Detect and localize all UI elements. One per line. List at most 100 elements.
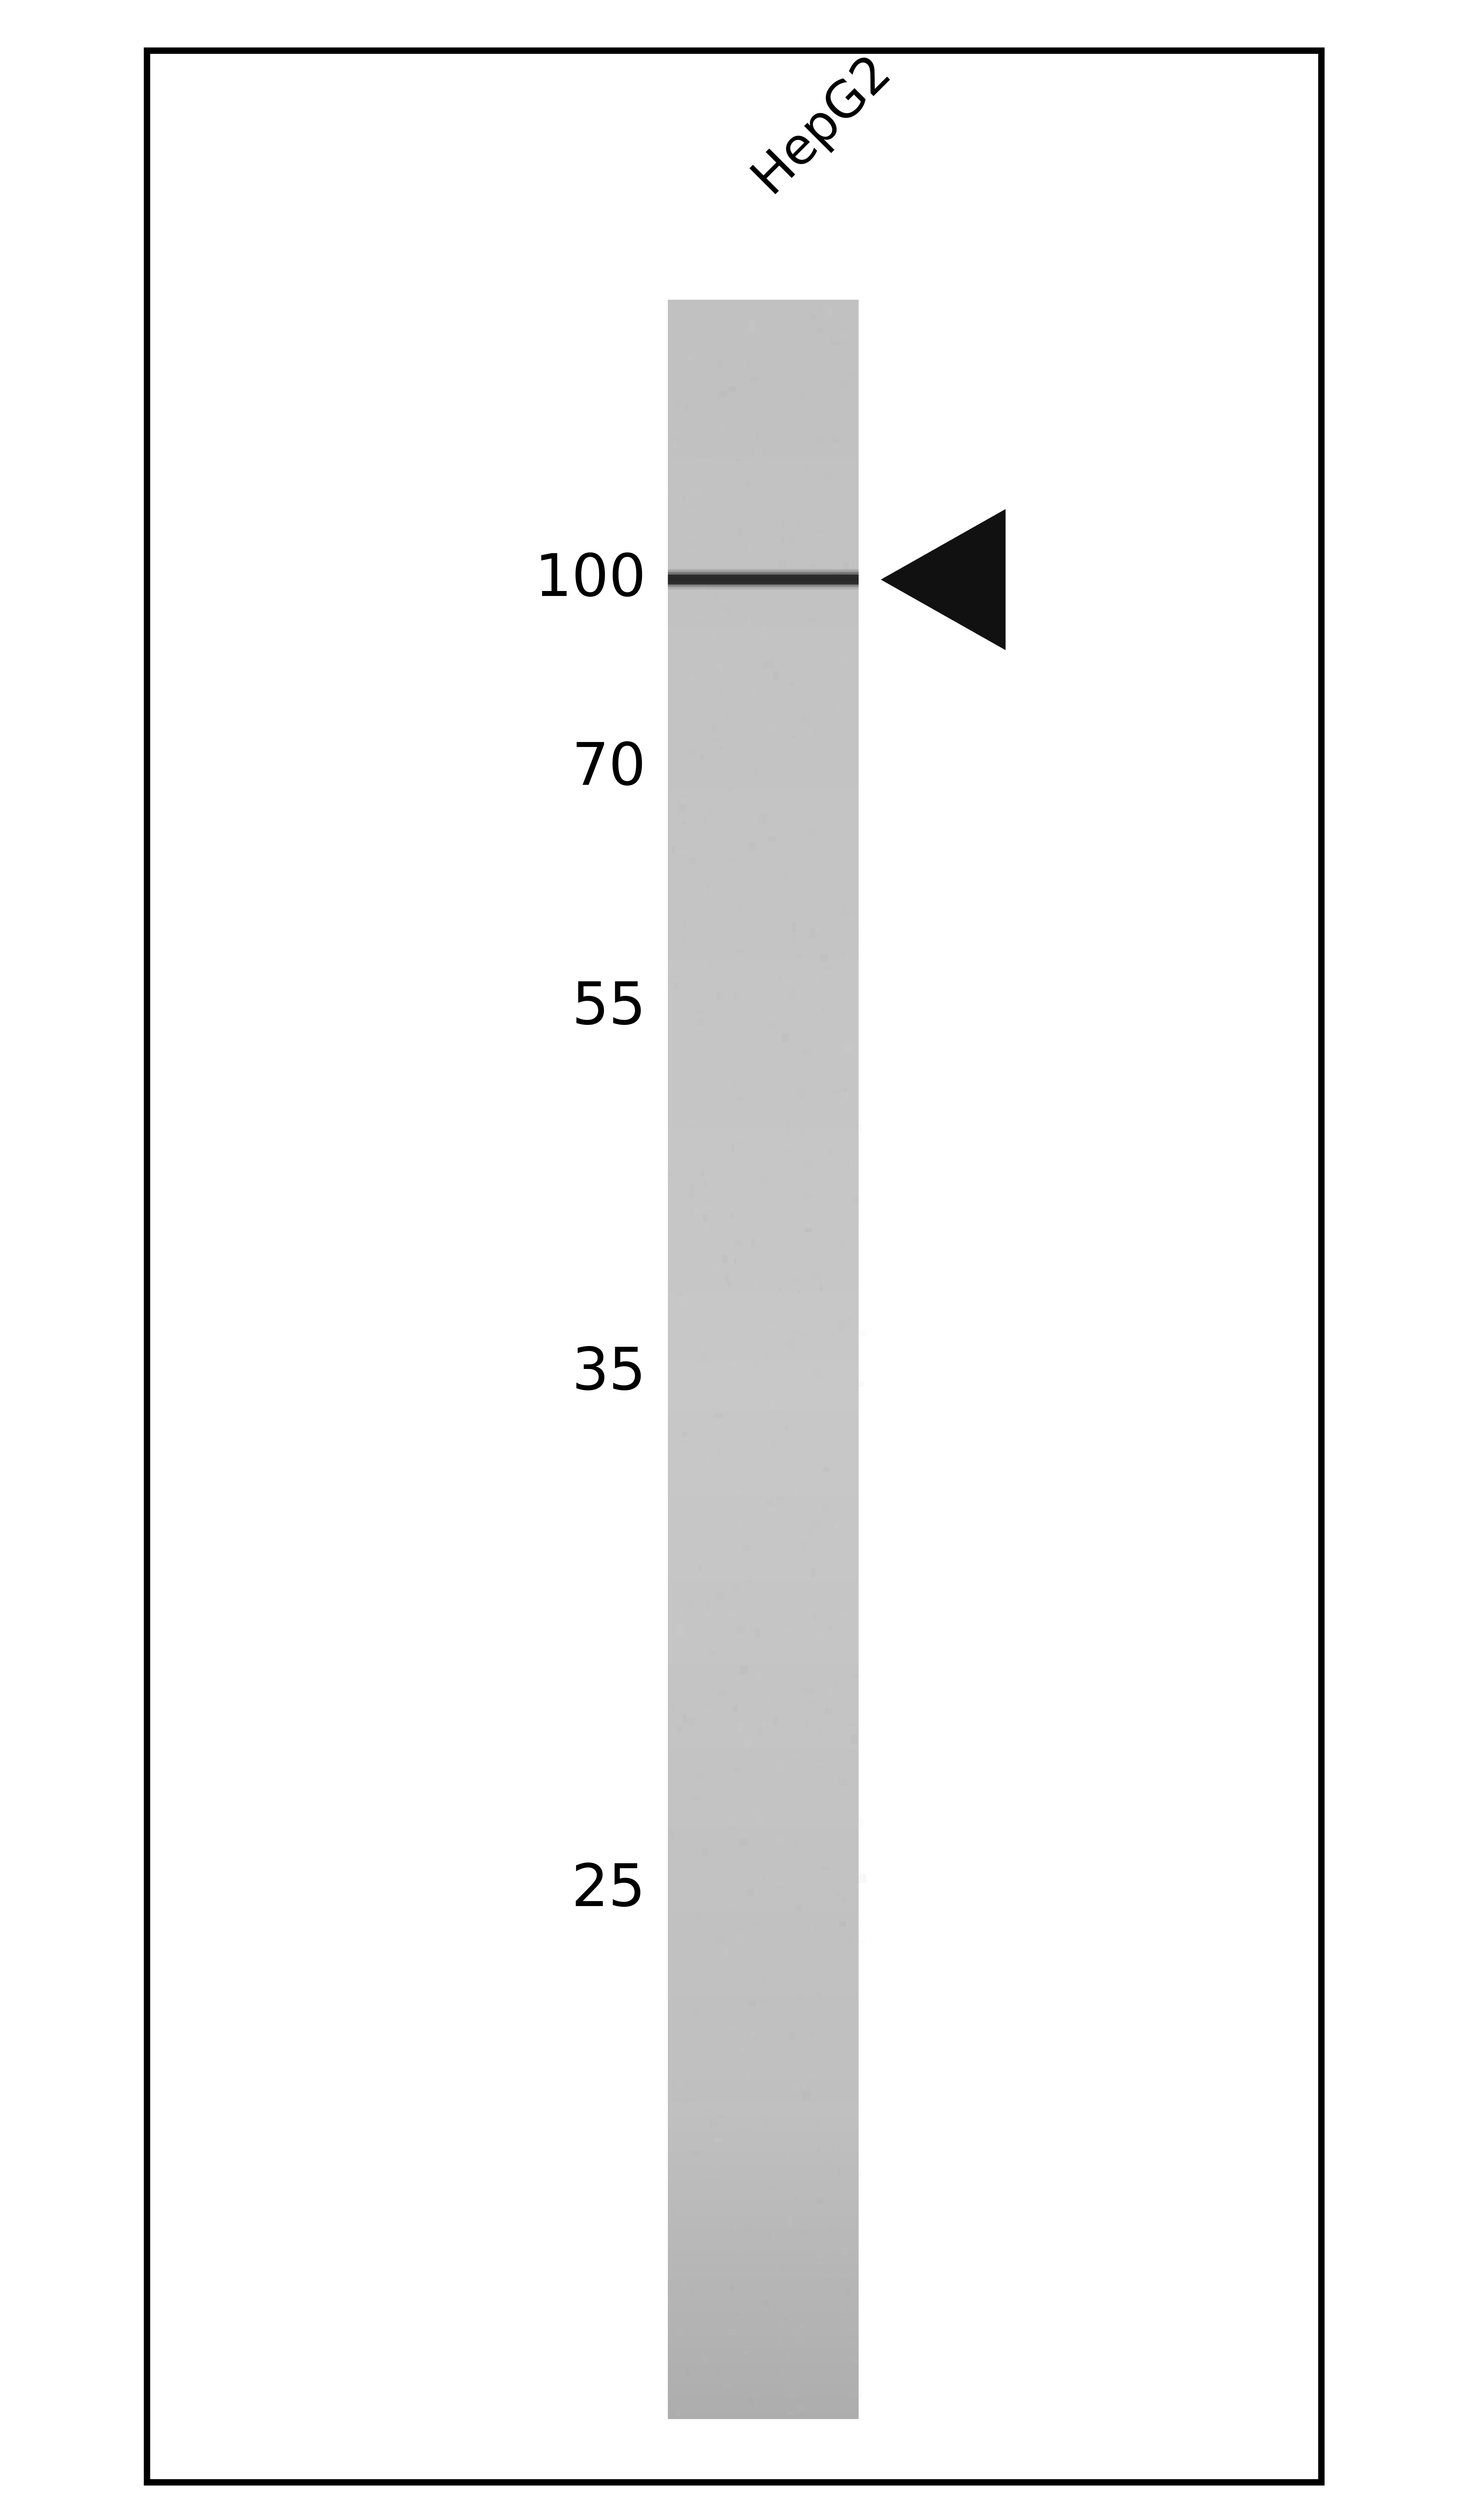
Bar bbox=[803, 2082, 804, 2092]
Bar bbox=[778, 2321, 784, 2326]
Bar bbox=[668, 335, 859, 345]
Bar bbox=[668, 978, 859, 988]
Bar bbox=[668, 1641, 859, 1651]
Bar bbox=[809, 572, 816, 577]
Bar bbox=[794, 1046, 799, 1048]
Bar bbox=[672, 847, 675, 854]
Bar bbox=[857, 1817, 863, 1827]
Bar bbox=[731, 1361, 737, 1368]
Bar bbox=[668, 2311, 859, 2321]
Bar bbox=[824, 1605, 826, 1610]
Bar bbox=[799, 1131, 804, 1139]
Bar bbox=[800, 2230, 806, 2235]
Bar bbox=[857, 1381, 863, 1386]
Text: HepG2: HepG2 bbox=[744, 45, 900, 202]
Bar bbox=[706, 1603, 711, 1610]
Bar bbox=[668, 1739, 859, 1749]
Bar bbox=[688, 1719, 694, 1726]
Bar bbox=[668, 527, 859, 534]
Bar bbox=[675, 1298, 683, 1305]
Bar bbox=[668, 1147, 859, 1157]
Bar bbox=[734, 1257, 735, 1265]
Bar bbox=[687, 1315, 690, 1318]
Bar bbox=[825, 2046, 831, 2049]
Bar bbox=[668, 1472, 859, 1482]
Bar bbox=[828, 504, 832, 509]
Bar bbox=[816, 2200, 822, 2205]
Bar bbox=[668, 625, 859, 635]
Bar bbox=[837, 1893, 840, 1895]
Bar bbox=[810, 927, 815, 937]
Bar bbox=[847, 1162, 849, 1169]
Bar bbox=[774, 2306, 778, 2313]
Bar bbox=[738, 1721, 743, 1731]
Bar bbox=[750, 690, 757, 698]
Bar bbox=[668, 1966, 859, 1976]
Bar bbox=[737, 1096, 743, 1101]
Bar bbox=[700, 1341, 705, 1348]
Bar bbox=[668, 2084, 859, 2094]
Bar bbox=[749, 320, 755, 330]
Bar bbox=[821, 1436, 824, 1444]
Bar bbox=[668, 1076, 859, 1086]
Bar bbox=[840, 1923, 846, 1928]
Bar bbox=[668, 1986, 859, 1996]
Bar bbox=[737, 2250, 740, 2253]
Bar bbox=[740, 1981, 744, 1988]
Bar bbox=[774, 1716, 778, 1726]
Bar bbox=[668, 1048, 859, 1058]
Bar bbox=[727, 859, 733, 862]
Bar bbox=[749, 2003, 756, 2008]
Bar bbox=[749, 842, 756, 852]
Bar bbox=[668, 703, 859, 711]
Bar bbox=[826, 1704, 828, 1711]
Bar bbox=[841, 2213, 850, 2220]
Bar bbox=[677, 1439, 684, 1444]
Bar bbox=[813, 721, 816, 728]
Bar bbox=[668, 950, 859, 958]
Bar bbox=[841, 2248, 849, 2255]
Bar bbox=[705, 816, 706, 824]
Bar bbox=[725, 1275, 730, 1285]
Bar bbox=[807, 1908, 815, 1910]
Bar bbox=[733, 1706, 737, 1714]
Bar bbox=[668, 1174, 859, 1184]
Bar bbox=[777, 1835, 784, 1842]
Bar bbox=[791, 935, 797, 945]
Bar bbox=[702, 1038, 706, 1046]
Bar bbox=[813, 1522, 819, 1527]
Bar bbox=[668, 562, 859, 570]
Bar bbox=[668, 461, 859, 471]
Bar bbox=[668, 1484, 859, 1494]
Bar bbox=[668, 590, 859, 600]
Bar bbox=[668, 1648, 859, 1658]
Bar bbox=[713, 1197, 716, 1202]
Bar bbox=[699, 323, 700, 328]
Bar bbox=[668, 814, 859, 824]
Bar bbox=[856, 1940, 865, 1943]
Bar bbox=[668, 1668, 859, 1678]
Bar bbox=[675, 401, 680, 411]
Bar bbox=[784, 2318, 788, 2321]
Bar bbox=[846, 1089, 849, 1099]
Bar bbox=[809, 1023, 818, 1028]
Bar bbox=[828, 307, 832, 318]
Bar bbox=[850, 1734, 857, 1744]
Bar bbox=[762, 1976, 766, 1986]
Bar bbox=[738, 1520, 741, 1527]
Bar bbox=[668, 1131, 859, 1142]
Bar bbox=[668, 2155, 859, 2165]
Bar bbox=[740, 905, 741, 910]
Bar bbox=[857, 1328, 866, 1336]
Bar bbox=[668, 328, 859, 338]
Bar bbox=[812, 1567, 815, 1578]
Bar bbox=[785, 1426, 788, 1431]
Bar bbox=[668, 927, 859, 937]
Bar bbox=[668, 1343, 859, 1353]
Bar bbox=[668, 970, 859, 980]
Bar bbox=[797, 2394, 804, 2402]
Bar bbox=[688, 622, 691, 627]
Bar bbox=[838, 1270, 843, 1278]
Bar bbox=[700, 582, 708, 592]
Bar bbox=[668, 2389, 859, 2399]
